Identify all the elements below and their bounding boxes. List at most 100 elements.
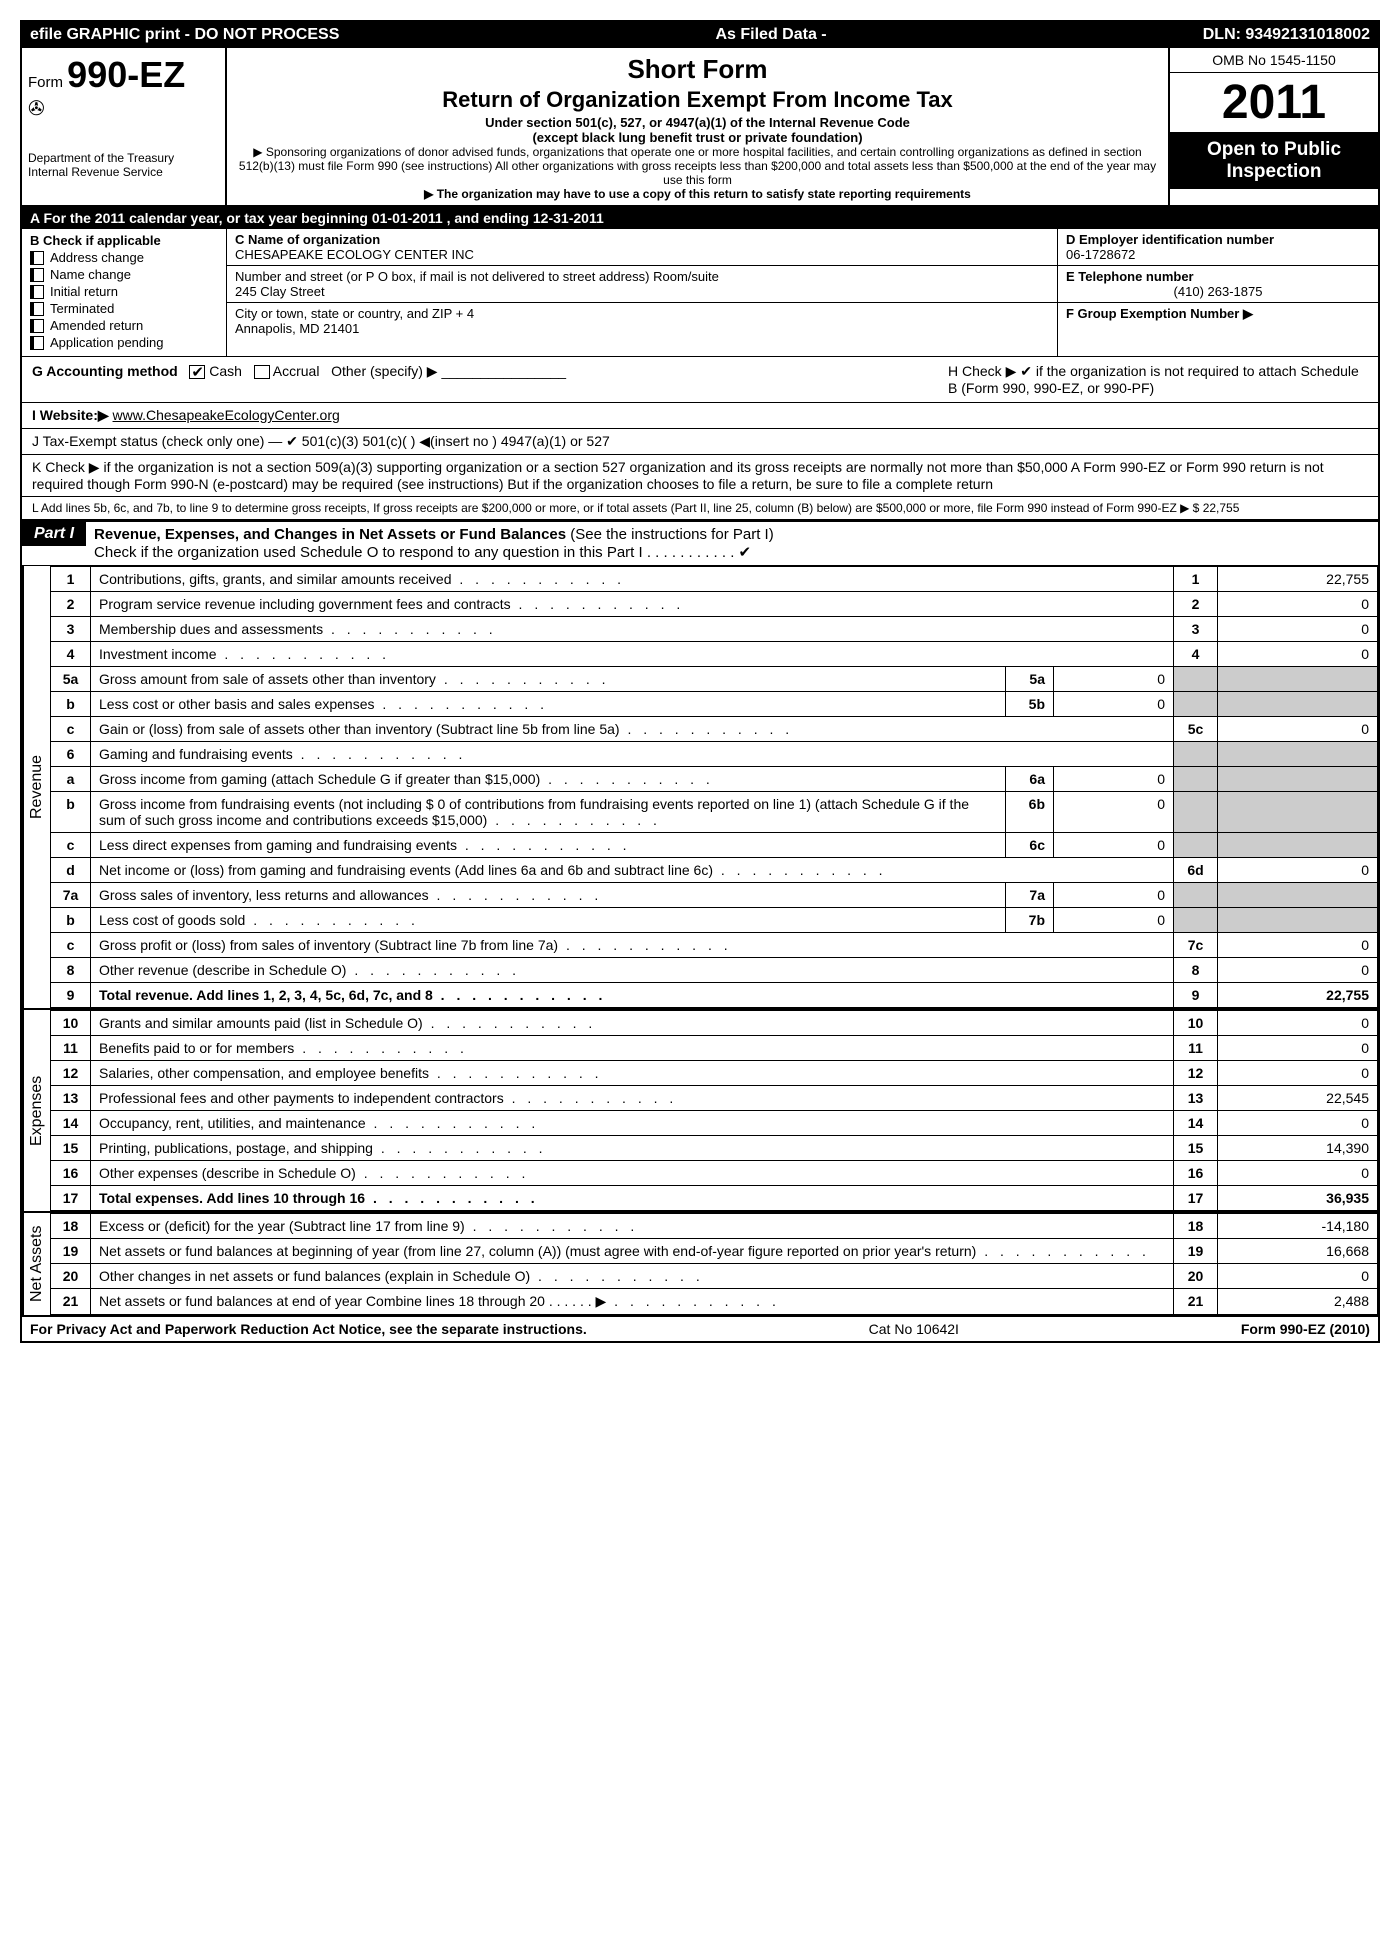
form-990ez: efile GRAPHIC print - DO NOT PROCESS As … [20,20,1380,1343]
line-description: Membership dues and assessments [91,617,1174,642]
shaded-cell [1174,667,1218,692]
header-note2: ▶ The organization may have to use a cop… [237,187,1158,201]
shaded-cell [1218,742,1378,767]
line-description: Salaries, other compensation, and employ… [91,1061,1174,1086]
line-number: d [51,858,91,883]
return-title: Return of Organization Exempt From Incom… [237,87,1158,113]
line-number: 14 [51,1111,91,1136]
shaded-cell [1218,667,1378,692]
line-number: 12 [51,1061,91,1086]
total-line-number: 10 [1174,1011,1218,1036]
line-description: Less cost of goods sold [91,908,1006,933]
sub-line-value: 0 [1054,792,1174,833]
g-label: G Accounting method [32,363,178,379]
table-row: 14Occupancy, rent, utilities, and mainte… [51,1111,1378,1136]
total-line-number: 20 [1174,1264,1218,1289]
total-line-number: 14 [1174,1111,1218,1136]
table-row: 13Professional fees and other payments t… [51,1086,1378,1111]
org-name: CHESAPEAKE ECOLOGY CENTER INC [235,247,1049,262]
col-d: D Employer identification number 06-1728… [1058,229,1378,356]
col-b: B Check if applicable Address change Nam… [22,229,227,356]
expenses-section: Expenses 10Grants and similar amounts pa… [22,1008,1378,1211]
table-row: 5aGross amount from sale of assets other… [51,667,1378,692]
line-value: 22,755 [1218,567,1378,592]
check-pending[interactable]: Application pending [30,335,218,350]
line-description: Other expenses (describe in Schedule O) [91,1161,1174,1186]
open-inspection: Open to Public Inspection [1170,133,1378,189]
shaded-cell [1174,883,1218,908]
line-number: 10 [51,1011,91,1036]
table-row: 2Program service revenue including gover… [51,592,1378,617]
line-description: Gross income from fundraising events (no… [91,792,1006,833]
sub-line-number: 5b [1006,692,1054,717]
omb-number: OMB No 1545-1150 [1170,48,1378,73]
footer-left: For Privacy Act and Paperwork Reduction … [30,1321,587,1337]
table-row: 1Contributions, gifts, grants, and simil… [51,567,1378,592]
total-line-number: 13 [1174,1086,1218,1111]
total-line-number: 5c [1174,717,1218,742]
tel-label: E Telephone number [1066,269,1370,284]
check-name[interactable]: Name change [30,267,218,282]
line-description: Gross sales of inventory, less returns a… [91,883,1006,908]
check-terminated[interactable]: Terminated [30,301,218,316]
shaded-cell [1174,908,1218,933]
part1-note: (See the instructions for Part I) [570,526,773,543]
line-description: Less direct expenses from gaming and fun… [91,833,1006,858]
line-value: 16,668 [1218,1239,1378,1264]
sub-line-number: 6a [1006,767,1054,792]
line-value: 22,545 [1218,1086,1378,1111]
org-name-label: C Name of organization [235,232,1049,247]
table-row: 12Salaries, other compensation, and empl… [51,1061,1378,1086]
shaded-cell [1174,767,1218,792]
shaded-cell [1218,833,1378,858]
total-line-number: 18 [1174,1214,1218,1239]
table-row: 11Benefits paid to or for members110 [51,1036,1378,1061]
line-value: 0 [1218,1111,1378,1136]
footer-mid: Cat No 10642I [869,1321,959,1337]
check-address[interactable]: Address change [30,250,218,265]
check-cash[interactable] [189,365,205,379]
dln: DLN: 93492131018002 [1203,26,1370,44]
sub-line-value: 0 [1054,667,1174,692]
check-accrual[interactable] [254,365,270,379]
line-number: 5a [51,667,91,692]
table-row: cGain or (loss) from sale of assets othe… [51,717,1378,742]
netassets-table: 18Excess or (deficit) for the year (Subt… [50,1213,1378,1315]
part1-check: Check if the organization used Schedule … [94,544,751,561]
table-row: 9Total revenue. Add lines 1, 2, 3, 4, 5c… [51,983,1378,1008]
sub-line-value: 0 [1054,908,1174,933]
line-description: Program service revenue including govern… [91,592,1174,617]
line-number: 18 [51,1214,91,1239]
netassets-section: Net Assets 18Excess or (deficit) for the… [22,1211,1378,1315]
check-initial[interactable]: Initial return [30,284,218,299]
table-row: 20Other changes in net assets or fund ba… [51,1264,1378,1289]
total-line-number: 15 [1174,1136,1218,1161]
line-description: Net assets or fund balances at end of ye… [91,1289,1174,1315]
total-line-number: 2 [1174,592,1218,617]
shaded-cell [1218,792,1378,833]
efile-notice: efile GRAPHIC print - DO NOT PROCESS [30,26,339,44]
table-row: 10Grants and similar amounts paid (list … [51,1011,1378,1036]
line-number: c [51,833,91,858]
line-l: L Add lines 5b, 6c, and 7b, to line 9 to… [22,497,1378,520]
check-amended[interactable]: Amended return [30,318,218,333]
line-value: 0 [1218,717,1378,742]
header-row: Form 990-EZ ✇ Department of the Treasury… [22,48,1378,207]
header-note1: ▶ Sponsoring organizations of donor advi… [237,145,1158,187]
section-a: A For the 2011 calendar year, or tax yea… [22,207,1378,229]
sub-line-value: 0 [1054,883,1174,908]
line-description: Total revenue. Add lines 1, 2, 3, 4, 5c,… [91,983,1174,1008]
line-value: 0 [1218,592,1378,617]
line-number: 13 [51,1086,91,1111]
line-value: 22,755 [1218,983,1378,1008]
total-line-number: 7c [1174,933,1218,958]
line-description: Professional fees and other payments to … [91,1086,1174,1111]
part1-label: Part I [22,522,86,546]
col-b-title: B Check if applicable [30,233,218,248]
line-number: a [51,767,91,792]
table-row: 18Excess or (deficit) for the year (Subt… [51,1214,1378,1239]
form-number-cell: Form 990-EZ ✇ Department of the Treasury… [22,48,227,205]
table-row: bGross income from fundraising events (n… [51,792,1378,833]
line-description: Total expenses. Add lines 10 through 16 [91,1186,1174,1211]
sub-line-number: 6c [1006,833,1054,858]
